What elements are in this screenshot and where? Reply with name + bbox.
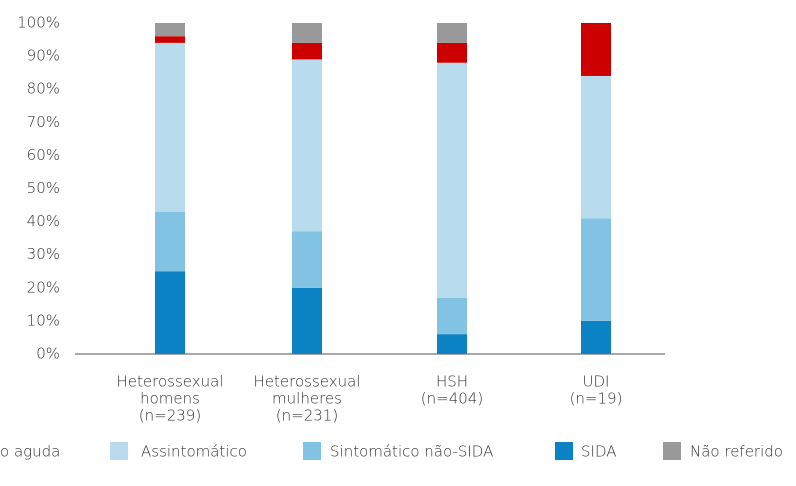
bar-segment	[292, 287, 322, 354]
y-tick-label: 0%	[36, 345, 60, 363]
x-tick-label: HSH	[436, 373, 468, 391]
y-tick-label: 100%	[17, 14, 60, 32]
y-tick-label: 40%	[27, 212, 60, 230]
x-tick-label: UDI	[583, 373, 610, 391]
bar-segment	[437, 334, 467, 354]
legend-label: Assintomático	[141, 443, 247, 461]
bar-segment	[437, 42, 467, 63]
bar-segment	[437, 62, 467, 298]
bar-segment	[437, 23, 467, 43]
x-tick-label: (n=404)	[421, 390, 483, 408]
bar-segment	[581, 218, 611, 321]
bar-segment	[292, 231, 322, 288]
y-tick-label: 10%	[27, 311, 60, 329]
bar-segment	[155, 271, 185, 354]
legend-swatch	[303, 442, 321, 460]
x-tick-label: mulheres	[272, 390, 342, 408]
bar-segment	[292, 59, 322, 232]
bar-segment	[581, 320, 611, 354]
bar-segment	[155, 36, 185, 43]
y-tick-label: 50%	[27, 179, 60, 197]
bar-segment	[155, 42, 185, 212]
x-tick-label: Heterossexual	[254, 373, 361, 391]
x-tick-label: Heterossexual	[117, 373, 224, 391]
y-tick-label: 70%	[27, 113, 60, 131]
legend-swatch	[663, 442, 681, 460]
y-tick-label: 80%	[27, 80, 60, 98]
legend-label: o aguda	[0, 443, 60, 461]
bar-segment	[581, 75, 611, 219]
x-tick-label: (n=239)	[139, 407, 201, 425]
legend-label: SIDA	[581, 443, 617, 461]
x-tick-label: (n=231)	[276, 407, 338, 425]
bar-segment	[437, 297, 467, 335]
legend-swatch	[555, 442, 573, 460]
bar-segment	[155, 211, 185, 272]
bar-segment	[155, 23, 185, 37]
x-tick-label: homens	[140, 390, 200, 408]
legend-label: Não referido	[690, 443, 783, 461]
legend-label: Sintomático não-SIDA	[330, 443, 493, 461]
y-tick-label: 30%	[27, 245, 60, 263]
x-tick-label: (n=19)	[570, 390, 623, 408]
bar-segment	[581, 23, 611, 76]
legend-swatch	[110, 442, 128, 460]
y-tick-label: 20%	[27, 278, 60, 296]
bar-segment	[292, 42, 322, 60]
y-tick-label: 90%	[27, 47, 60, 65]
y-tick-label: 60%	[27, 146, 60, 164]
bar-segment	[292, 23, 322, 43]
